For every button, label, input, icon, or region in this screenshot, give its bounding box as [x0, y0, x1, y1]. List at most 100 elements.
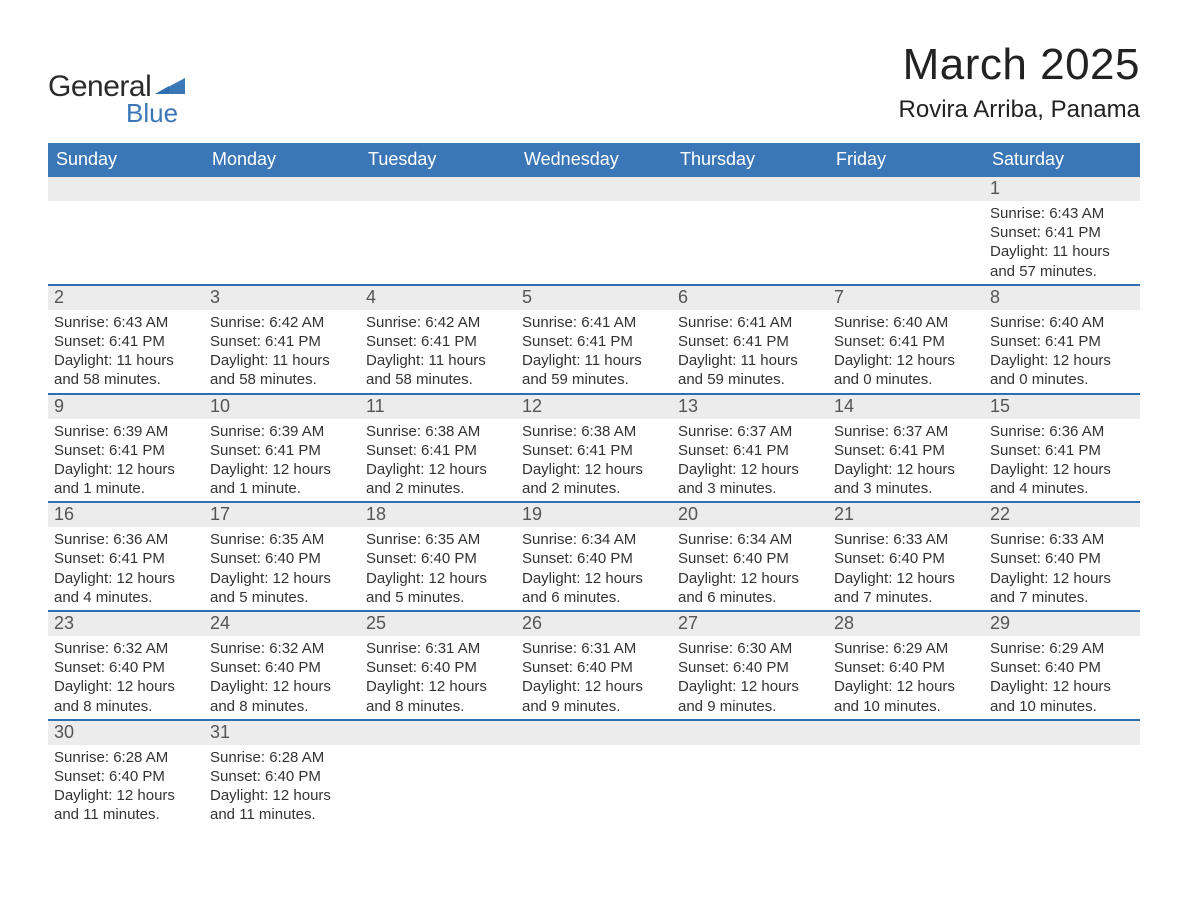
sunset-text: Sunset: 6:40 PM: [678, 658, 824, 677]
weekday-header: Wednesday: [516, 143, 672, 177]
day-info: Sunrise: 6:28 AMSunset: 6:40 PMDaylight:…: [52, 748, 200, 825]
day-number: 8: [984, 286, 1140, 310]
calendar-day-cell: 16Sunrise: 6:36 AMSunset: 6:41 PMDayligh…: [48, 503, 204, 610]
calendar-day-cell: [672, 177, 828, 284]
day-number: 21: [828, 503, 984, 527]
calendar-week: 1 Sunrise: 6:43 AMSunset: 6:41 PMDaylight…: [48, 177, 1140, 284]
calendar-day-cell: 15 Sunrise: 6:36 AMSunset: 6:41 PMDayligh…: [984, 395, 1140, 502]
sunset-text: Sunset: 6:40 PM: [522, 549, 668, 568]
calendar-day-cell: 5 Sunrise: 6:41 AMSunset: 6:41 PMDaylight…: [516, 286, 672, 393]
calendar-day-cell: 9Sunrise: 6:39 AMSunset: 6:41 PMDaylight…: [48, 395, 204, 502]
empty-day-strip: [204, 177, 360, 201]
sunrise-text: Sunrise: 6:38 AM: [366, 422, 512, 441]
day-info: Sunrise: 6:40 AMSunset: 6:41 PMDaylight:…: [832, 313, 980, 390]
calendar-day-cell: 31Sunrise: 6:28 AMSunset: 6:40 PMDayligh…: [204, 721, 360, 828]
day-number: 22: [984, 503, 1140, 527]
calendar-day-cell: 8 Sunrise: 6:40 AMSunset: 6:41 PMDaylight…: [984, 286, 1140, 393]
calendar-day-cell: [516, 721, 672, 828]
sunrise-text: Sunrise: 6:37 AM: [834, 422, 980, 441]
day-info: Sunrise: 6:31 AMSunset: 6:40 PMDaylight:…: [520, 639, 668, 716]
day-info: Sunrise: 6:33 AMSunset: 6:40 PMDaylight:…: [988, 530, 1136, 607]
daylight-text: Daylight: 12 hours and 1 minute.: [54, 460, 200, 498]
sunrise-text: Sunrise: 6:32 AM: [54, 639, 200, 658]
day-info: Sunrise: 6:37 AMSunset: 6:41 PMDaylight:…: [676, 422, 824, 499]
sunset-text: Sunset: 6:40 PM: [54, 658, 200, 677]
sunset-text: Sunset: 6:40 PM: [834, 658, 980, 677]
day-number: 3: [204, 286, 360, 310]
calendar-day-cell: 28Sunrise: 6:29 AMSunset: 6:40 PMDayligh…: [828, 612, 984, 719]
daylight-text: Daylight: 12 hours and 8 minutes.: [210, 677, 356, 715]
daylight-text: Daylight: 12 hours and 10 minutes.: [834, 677, 980, 715]
logo-text-blue: Blue: [126, 98, 178, 129]
sunrise-text: Sunrise: 6:33 AM: [834, 530, 980, 549]
day-info: Sunrise: 6:40 AMSunset: 6:41 PMDaylight:…: [988, 313, 1136, 390]
calendar-day-cell: 10 Sunrise: 6:39 AMSunset: 6:41 PMDayligh…: [204, 395, 360, 502]
sunset-text: Sunset: 6:41 PM: [990, 332, 1136, 351]
weekday-header: Tuesday: [360, 143, 516, 177]
calendar-week: 30Sunrise: 6:28 AMSunset: 6:40 PMDayligh…: [48, 719, 1140, 828]
calendar-day-cell: [516, 177, 672, 284]
sunset-text: Sunset: 6:41 PM: [210, 332, 356, 351]
title-place: Rovira Arriba, Panama: [899, 96, 1140, 124]
day-info: Sunrise: 6:36 AMSunset: 6:41 PMDaylight:…: [988, 422, 1136, 499]
calendar-day-cell: 12Sunrise: 6:38 AMSunset: 6:41 PMDayligh…: [516, 395, 672, 502]
sunset-text: Sunset: 6:40 PM: [210, 658, 356, 677]
day-number: 5: [516, 286, 672, 310]
sunrise-text: Sunrise: 6:38 AM: [522, 422, 668, 441]
day-info: Sunrise: 6:37 AMSunset: 6:41 PMDaylight:…: [832, 422, 980, 499]
sunrise-text: Sunrise: 6:43 AM: [990, 204, 1136, 223]
daylight-text: Daylight: 12 hours and 2 minutes.: [366, 460, 512, 498]
sunrise-text: Sunrise: 6:41 AM: [522, 313, 668, 332]
day-info: Sunrise: 6:38 AMSunset: 6:41 PMDaylight:…: [364, 422, 512, 499]
calendar-header-row: Sunday Monday Tuesday Wednesday Thursday…: [48, 143, 1140, 177]
calendar-day-cell: 21 Sunrise: 6:33 AMSunset: 6:40 PMDayligh…: [828, 503, 984, 610]
calendar-day-cell: 26Sunrise: 6:31 AMSunset: 6:40 PMDayligh…: [516, 612, 672, 719]
calendar-day-cell: 24Sunrise: 6:32 AMSunset: 6:40 PMDayligh…: [204, 612, 360, 719]
day-info: Sunrise: 6:33 AMSunset: 6:40 PMDaylight:…: [832, 530, 980, 607]
calendar-week: 16Sunrise: 6:36 AMSunset: 6:41 PMDayligh…: [48, 501, 1140, 610]
sunset-text: Sunset: 6:40 PM: [834, 549, 980, 568]
day-info: Sunrise: 6:39 AMSunset: 6:41 PMDaylight:…: [208, 422, 356, 499]
daylight-text: Daylight: 11 hours and 58 minutes.: [54, 351, 200, 389]
daylight-text: Daylight: 12 hours and 0 minutes.: [834, 351, 980, 389]
sunrise-text: Sunrise: 6:34 AM: [678, 530, 824, 549]
day-info: Sunrise: 6:30 AMSunset: 6:40 PMDaylight:…: [676, 639, 824, 716]
calendar-day-cell: [204, 177, 360, 284]
sunset-text: Sunset: 6:41 PM: [54, 332, 200, 351]
sunset-text: Sunset: 6:41 PM: [54, 549, 200, 568]
calendar-day-cell: 29Sunrise: 6:29 AMSunset: 6:40 PMDayligh…: [984, 612, 1140, 719]
day-number: 10: [204, 395, 360, 419]
logo-mark-icon: [155, 74, 185, 96]
sunrise-text: Sunrise: 6:42 AM: [366, 313, 512, 332]
calendar-day-cell: [360, 721, 516, 828]
calendar-day-cell: [984, 721, 1140, 828]
day-number: 15: [984, 395, 1140, 419]
sunset-text: Sunset: 6:41 PM: [678, 441, 824, 460]
empty-day-strip: [516, 721, 672, 745]
day-number: 23: [48, 612, 204, 636]
day-info: Sunrise: 6:43 AMSunset: 6:41 PMDaylight:…: [988, 204, 1136, 281]
calendar-day-cell: 17Sunrise: 6:35 AMSunset: 6:40 PMDayligh…: [204, 503, 360, 610]
header: General Blue March 2025 Rovira Arriba, P…: [48, 40, 1140, 129]
sunrise-text: Sunrise: 6:36 AM: [54, 530, 200, 549]
day-info: Sunrise: 6:29 AMSunset: 6:40 PMDaylight:…: [988, 639, 1136, 716]
daylight-text: Daylight: 12 hours and 3 minutes.: [834, 460, 980, 498]
sunrise-text: Sunrise: 6:29 AM: [990, 639, 1136, 658]
calendar: Sunday Monday Tuesday Wednesday Thursday…: [48, 143, 1140, 828]
sunrise-text: Sunrise: 6:35 AM: [366, 530, 512, 549]
sunset-text: Sunset: 6:40 PM: [990, 658, 1136, 677]
sunrise-text: Sunrise: 6:31 AM: [522, 639, 668, 658]
calendar-day-cell: 2Sunrise: 6:43 AMSunset: 6:41 PMDaylight…: [48, 286, 204, 393]
weekday-header: Saturday: [984, 143, 1140, 177]
daylight-text: Daylight: 12 hours and 1 minute.: [210, 460, 356, 498]
sunset-text: Sunset: 6:41 PM: [522, 332, 668, 351]
day-number: 11: [360, 395, 516, 419]
day-number: 1: [984, 177, 1140, 201]
daylight-text: Daylight: 12 hours and 3 minutes.: [678, 460, 824, 498]
daylight-text: Daylight: 12 hours and 7 minutes.: [834, 569, 980, 607]
day-number: 28: [828, 612, 984, 636]
sunset-text: Sunset: 6:41 PM: [678, 332, 824, 351]
sunset-text: Sunset: 6:41 PM: [990, 223, 1136, 242]
daylight-text: Daylight: 12 hours and 4 minutes.: [54, 569, 200, 607]
daylight-text: Daylight: 11 hours and 59 minutes.: [522, 351, 668, 389]
